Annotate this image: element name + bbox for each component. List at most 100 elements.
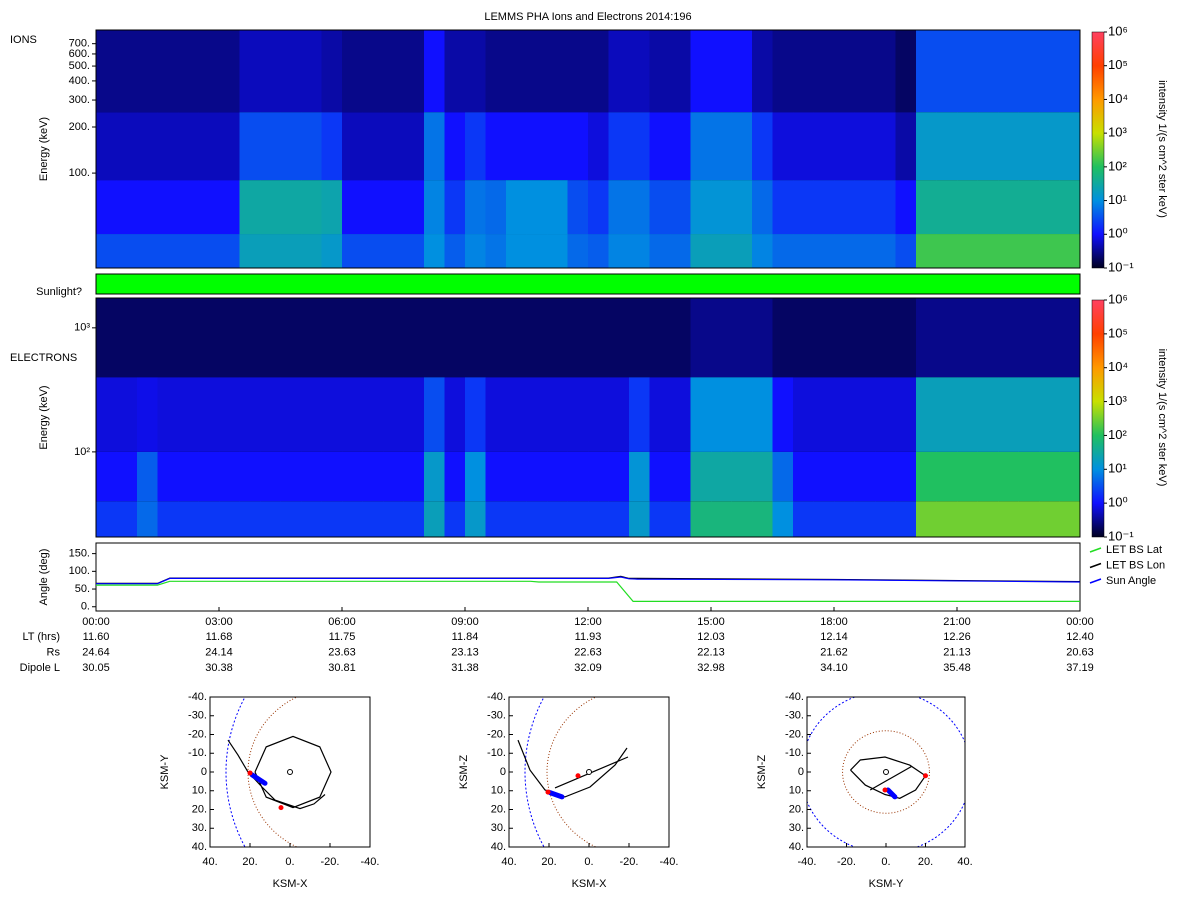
- heatmap-cell: [526, 180, 548, 235]
- ephemeris-value: 32.09: [574, 662, 602, 674]
- heatmap-cell: [875, 451, 896, 502]
- y-tick-label: 20.: [491, 803, 506, 815]
- y-tick-label: 30.: [491, 822, 506, 834]
- boundary: [842, 730, 930, 814]
- heatmap-panel: 100. 200. 300. 400. 500.600.700. IONS Energy (…: [10, 23, 1168, 274]
- heatmap-cell: [834, 451, 855, 502]
- heatmap-cell: [465, 501, 486, 537]
- heatmap-cell: [424, 30, 445, 113]
- heatmap-cell: [403, 501, 425, 537]
- orbit-path: [850, 756, 927, 799]
- heatmap-cell: [321, 180, 343, 235]
- heatmap-cell: [260, 112, 281, 181]
- heatmap-cell: [178, 451, 199, 502]
- heatmap-cell: [198, 501, 220, 537]
- boundary: [225, 697, 246, 847]
- heatmap-cell: [793, 180, 814, 235]
- heatmap-cell: [854, 377, 876, 452]
- heatmap-cell: [588, 112, 609, 181]
- heatmap-panel: 10² 10³ ELECTRONS Energy (keV) 10⁻¹ 10⁰ 10¹ 10²…: [10, 291, 1168, 543]
- heatmap-cell: [998, 298, 1019, 378]
- heatmap-cell: [383, 112, 404, 181]
- heatmap-cell: [137, 30, 158, 113]
- heatmap-cell: [383, 30, 404, 113]
- heatmap-cell: [96, 501, 117, 537]
- heatmap-cell: [1018, 298, 1040, 378]
- heatmap-cell: [506, 30, 527, 113]
- x-tick-label: 40.: [501, 856, 516, 868]
- panel-label: IONS: [10, 34, 37, 46]
- heatmap-cell: [342, 180, 363, 235]
- heatmap-cell: [854, 501, 876, 537]
- heatmap-cell: [383, 501, 404, 537]
- y-tick-label: 30.: [789, 822, 804, 834]
- heatmap-cell: [342, 112, 363, 181]
- heatmap-cell: [157, 298, 179, 378]
- heatmap-cell: [506, 377, 527, 452]
- heatmap-cell: [916, 30, 937, 113]
- heatmap-cell: [649, 501, 671, 537]
- heatmap-cell: [772, 234, 794, 268]
- heatmap-cell: [670, 451, 691, 502]
- heatmap-cell: [998, 377, 1019, 452]
- heatmap-cell: [588, 298, 609, 378]
- heatmap-cell: [157, 30, 179, 113]
- heatmap-cell: [1059, 298, 1081, 378]
- y-tick-label: 30.: [192, 822, 207, 834]
- legend-label: LET BS Lat: [1106, 544, 1162, 556]
- heatmap-cell: [772, 377, 794, 452]
- heatmap-cell: [711, 451, 732, 502]
- y-tick-label: 400.: [69, 75, 90, 87]
- heatmap-cell: [649, 377, 671, 452]
- heatmap-cell: [198, 30, 220, 113]
- y-tick-label: -30.: [487, 710, 506, 722]
- heatmap-cell: [465, 180, 486, 235]
- colorbar-label: intensity 1/(s cm^2 ster keV): [1156, 349, 1168, 487]
- colorbar-label: intensity 1/(s cm^2 ster keV): [1156, 80, 1168, 218]
- ephemeris-value: 31.38: [451, 662, 479, 674]
- ephemeris-value: 11.60: [83, 631, 110, 643]
- x-tick-label: 0.: [584, 856, 593, 868]
- heatmap-cell: [1039, 501, 1060, 537]
- heatmap-cell: [731, 377, 753, 452]
- heatmap-cell: [506, 180, 527, 235]
- heatmap-cell: [280, 112, 302, 181]
- heatmap-cell: [793, 451, 814, 502]
- y-tick-label: -20.: [487, 728, 506, 740]
- heatmap-cell: [465, 112, 486, 181]
- heatmap-cell: [1018, 180, 1040, 235]
- y-tick-label: 40.: [491, 841, 506, 853]
- heatmap-cell: [567, 298, 589, 378]
- heatmap-cell: [711, 180, 732, 235]
- heatmap-cell: [875, 112, 896, 181]
- legend-swatch: [1089, 578, 1102, 584]
- heatmap-cell: [1039, 451, 1060, 502]
- x-tick-label: 21:00: [943, 616, 971, 628]
- heatmap-cell: [936, 377, 958, 452]
- heatmap-cell: [239, 451, 261, 502]
- heatmap-cell: [362, 501, 384, 537]
- heatmap-cell: [280, 180, 302, 235]
- colorbar-tick-label: 10⁵: [1108, 325, 1128, 340]
- heatmap-cell: [444, 30, 466, 113]
- heatmap-cell: [403, 451, 425, 502]
- heatmap-cell: [96, 30, 117, 113]
- heatmap-cell: [239, 377, 261, 452]
- heatmap-cell: [875, 30, 896, 113]
- heatmap-cell: [690, 501, 712, 537]
- colorbar-tick-label: 10⁻¹: [1108, 259, 1134, 274]
- colorbar-tick-label: 10⁶: [1108, 291, 1128, 306]
- heatmap-cell: [895, 298, 917, 378]
- heatmap-cell: [96, 451, 117, 502]
- heatmap-cell: [260, 30, 281, 113]
- y-axis-label: Angle (deg): [38, 549, 50, 606]
- x-tick-label: 15:00: [697, 616, 725, 628]
- x-tick-label: 20.: [918, 856, 933, 868]
- heatmap-cell: [1018, 377, 1040, 452]
- colorbar-tick-label: 10²: [1108, 427, 1127, 442]
- heatmap-cell: [342, 451, 363, 502]
- heatmap-cell: [116, 234, 138, 268]
- heatmap-cell: [977, 501, 999, 537]
- x-tick-label: 0.: [285, 856, 294, 868]
- planet: [287, 769, 293, 775]
